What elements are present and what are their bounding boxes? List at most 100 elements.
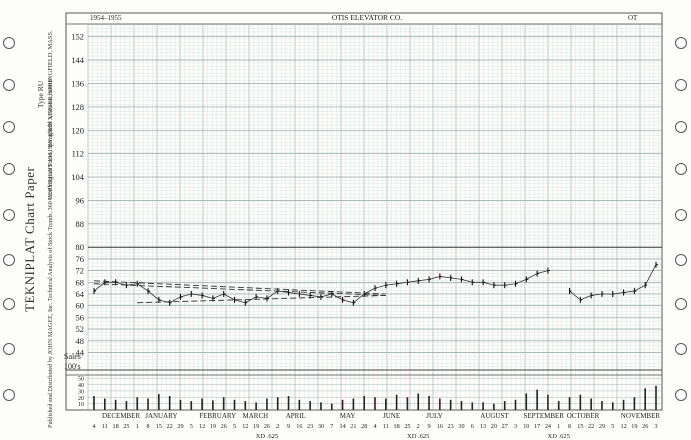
date-label: 9 [287,423,290,430]
binder-hole-left-4 [3,163,15,175]
binder-hole-left-8 [3,343,15,355]
y-tick-label: 60 [76,301,85,311]
trendline [137,294,386,304]
binder-hole-left-7 [3,298,15,310]
binder-hole-left-6 [3,254,15,266]
date-label: 1 [557,423,560,430]
month-label: JUNE [383,412,400,420]
date-label: 3 [514,423,517,430]
binder-hole-right-2 [675,79,687,91]
volume-tick-label: 20 [78,396,84,402]
volume-label-sales: Sales [64,352,81,361]
y-tick-label: 56 [76,312,85,322]
binder-hole-left-3 [3,121,15,133]
binder-hole-left-1 [3,37,15,49]
y-tick-label: 96 [76,195,85,205]
date-label: 25 [123,423,129,430]
month-label: JANUARY [145,412,177,420]
date-label: 13 [480,423,486,430]
date-label: 7 [330,423,333,430]
date-label: 19 [210,423,216,430]
date-label: 2 [417,423,420,430]
date-label: 6 [471,423,474,430]
date-label: 4 [92,423,95,430]
month-label: DECEMBER [102,412,140,420]
date-label: 18 [394,423,400,430]
date-label: 8 [146,423,149,430]
binder-hole-right-9 [675,389,687,401]
date-label: 20 [491,423,497,430]
y-tick-label: 64 [76,289,85,299]
date-label: 28 [361,423,367,430]
y-tick-label: 44 [76,347,85,357]
y-tick-label: 112 [72,149,84,159]
binder-hole-left-9 [3,389,15,401]
binder-hole-left-2 [3,79,15,91]
date-label: 1 [136,423,139,430]
month-label: JULY [426,412,442,420]
month-label: SEPTEMBER [524,412,565,420]
month-label: APRIL [286,412,306,420]
date-label: 4 [373,423,376,430]
date-label: 19 [253,423,259,430]
date-label: 27 [502,423,508,430]
y-tick-label: 80 [76,242,85,252]
date-label: 24 [545,423,551,430]
date-label: 16 [437,423,443,430]
date-label: 10 [523,423,529,430]
volume-tick-label: 30 [78,389,84,395]
month-label: FEBRUARY [199,412,236,420]
date-label: 26 [221,423,227,430]
binder-hole-right-6 [675,254,687,266]
binder-hole-left-5 [3,209,15,221]
volume-tick-label: 10 [78,402,84,408]
date-label: 2 [276,423,279,430]
chart-period: 1954–1955 [90,14,122,22]
date-label: 15 [577,423,583,430]
dividend-label: XD .625 [407,433,429,440]
date-label: 22 [588,423,594,430]
date-label: 25 [404,423,410,430]
trendline [93,283,386,296]
date-label: 12 [199,423,205,430]
date-label: 12 [620,423,626,430]
date-label: 30 [458,423,464,430]
date-label: 29 [599,423,605,430]
date-label: 5 [190,423,193,430]
y-tick-label: 52 [76,324,85,334]
date-label: 21 [350,423,356,430]
binder-hole-right-4 [675,163,687,175]
date-label: 15 [156,423,162,430]
date-label: 26 [264,423,270,430]
date-label: 26 [642,423,648,430]
binder-hole-right-7 [675,298,687,310]
binder-hole-right-3 [675,121,687,133]
trendline [93,280,386,295]
date-label: 14 [339,423,345,430]
date-label: 17 [534,423,540,430]
y-tick-label: 152 [71,32,84,42]
y-tick-label: 88 [76,219,85,229]
date-label: 5 [233,423,236,430]
date-label: 18 [113,423,119,430]
y-tick-label: 120 [71,125,84,135]
month-label: MARCH [243,412,269,420]
y-tick-label: 144 [71,55,85,65]
dividend-label: XD .625 [548,433,570,440]
date-label: 9 [427,423,430,430]
chart-symbol: OT [628,14,638,22]
y-tick-label: 104 [71,172,85,182]
binder-hole-right-5 [675,209,687,221]
chart-title: OTIS ELEVATOR CO. [332,13,402,22]
dividend-label: XD .625 [256,433,278,440]
date-label: 8 [568,423,571,430]
date-label: 23 [307,423,313,430]
date-label: 3 [654,423,657,430]
volume-tick-label: 50 [78,377,84,383]
date-label: 29 [177,423,183,430]
date-label: 23 [448,423,454,430]
date-label: 11 [102,423,108,430]
month-label: NOVEMBER [621,412,661,420]
y-tick-label: 76 [76,254,85,264]
